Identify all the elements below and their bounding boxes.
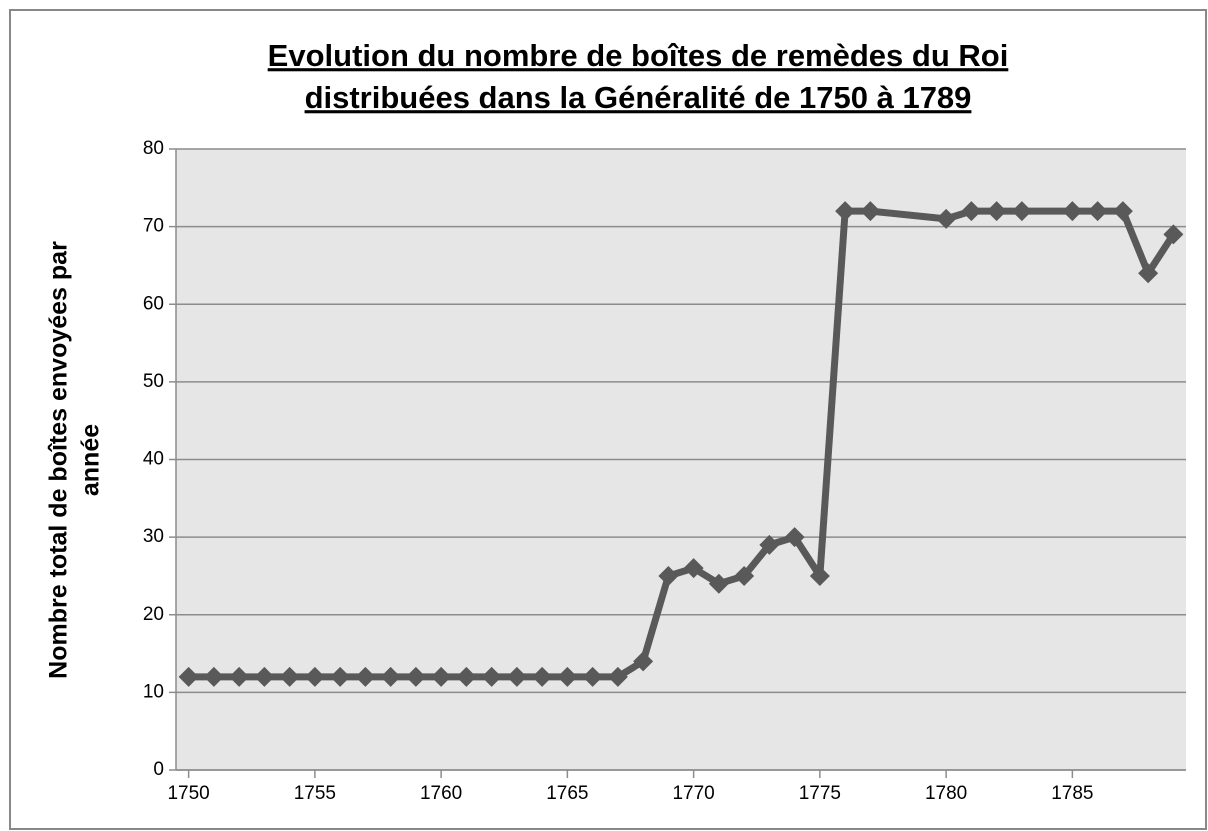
data-point	[229, 666, 250, 687]
data-point	[835, 201, 856, 222]
data-point	[582, 666, 603, 687]
data-point	[1011, 201, 1032, 222]
data-point	[784, 527, 805, 548]
x-tick-label: 1750	[167, 783, 209, 804]
y-tick-label: 0	[153, 759, 164, 780]
data-point	[304, 666, 325, 687]
data-point	[658, 565, 679, 586]
data-point	[203, 666, 224, 687]
y-tick-label: 60	[143, 293, 164, 314]
data-point	[1087, 201, 1108, 222]
data-point	[1163, 224, 1184, 245]
data-point	[431, 666, 452, 687]
y-tick-label: 30	[143, 526, 164, 547]
x-tick-label: 1775	[799, 783, 841, 804]
chart-title: Evolution du nombre de boîtes de remèdes…	[268, 38, 1009, 73]
y-tick-label: 50	[143, 371, 164, 392]
data-point	[809, 565, 830, 586]
data-point	[557, 666, 578, 687]
data-point	[1062, 201, 1083, 222]
data-point	[759, 534, 780, 555]
y-tick-label: 10	[143, 681, 164, 702]
x-tick-label: 1760	[420, 783, 462, 804]
data-point	[961, 201, 982, 222]
data-point	[532, 666, 553, 687]
data-point	[683, 558, 704, 579]
data-point	[456, 666, 477, 687]
y-axis-label: Nombre total de boîtes envoyées par	[45, 241, 73, 679]
y-tick-label: 70	[143, 216, 164, 237]
data-point	[633, 651, 654, 672]
data-point	[380, 666, 401, 687]
data-point	[1112, 201, 1133, 222]
data-point	[355, 666, 376, 687]
y-axis-label: année	[77, 424, 105, 496]
x-tick-label: 1785	[1051, 783, 1093, 804]
data-point	[506, 666, 527, 687]
data-point	[481, 666, 502, 687]
x-tick-label: 1770	[672, 783, 714, 804]
data-point	[178, 666, 199, 687]
data-point	[607, 666, 628, 687]
data-point	[860, 201, 881, 222]
x-tick-label: 1780	[925, 783, 967, 804]
data-point	[708, 573, 729, 594]
data-point	[986, 201, 1007, 222]
y-tick-label: 80	[143, 138, 164, 159]
x-tick-label: 1755	[294, 783, 336, 804]
data-point	[330, 666, 351, 687]
data-point	[936, 208, 957, 229]
data-point	[405, 666, 426, 687]
data-point	[254, 666, 275, 687]
y-tick-label: 20	[143, 604, 164, 625]
data-point	[279, 666, 300, 687]
chart-title: distribuées dans la Généralité de 1750 à…	[305, 80, 972, 115]
data-point	[1138, 263, 1159, 284]
data-point	[734, 565, 755, 586]
y-tick-label: 40	[143, 449, 164, 470]
x-tick-label: 1765	[546, 783, 588, 804]
